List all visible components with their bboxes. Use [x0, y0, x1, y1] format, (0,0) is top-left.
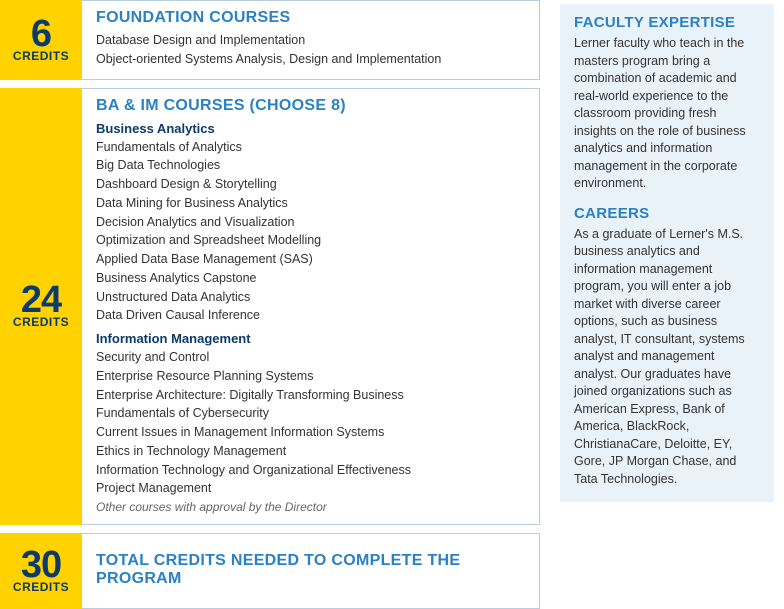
sidebar-column: FACULTY EXPERTISE Lerner faculty who tea… — [560, 0, 774, 609]
careers-title: CAREERS — [574, 205, 760, 222]
faculty-expertise-title: FACULTY EXPERTISE — [574, 14, 760, 31]
im-subhead: Information Management — [96, 331, 525, 346]
choose-content: BA & IM COURSES (CHOOSE 8) Business Anal… — [82, 88, 540, 526]
total-credits-number: 30 — [21, 548, 61, 582]
course-line: Dashboard Design & Storytelling — [96, 175, 525, 194]
foundation-content: FOUNDATION COURSES Database Design and I… — [82, 0, 540, 80]
credits-label: CREDITS — [13, 49, 69, 63]
course-line: Security and Control — [96, 348, 525, 367]
course-line: Decision Analytics and Visualization — [96, 213, 525, 232]
course-line: Enterprise Resource Planning Systems — [96, 367, 525, 386]
course-line: Fundamentals of Cybersecurity — [96, 404, 525, 423]
foundation-title: FOUNDATION COURSES — [96, 9, 525, 27]
total-block: 30 CREDITS TOTAL CREDITS NEEDED TO COMPL… — [0, 533, 540, 609]
curriculum-column: 6 CREDITS FOUNDATION COURSES Database De… — [0, 0, 540, 609]
choose-credits-number: 24 — [21, 283, 61, 317]
course-line: Optimization and Spreadsheet Modelling — [96, 231, 525, 250]
course-line: Project Management — [96, 479, 525, 498]
choose-title: BA & IM COURSES (CHOOSE 8) — [96, 97, 525, 115]
credits-label: CREDITS — [13, 315, 69, 329]
course-line: Current Issues in Management Information… — [96, 423, 525, 442]
faculty-expertise-text: Lerner faculty who teach in the masters … — [574, 35, 760, 193]
course-line: Object-oriented Systems Analysis, Design… — [96, 50, 525, 69]
page: 6 CREDITS FOUNDATION COURSES Database De… — [0, 0, 784, 609]
course-line: Big Data Technologies — [96, 156, 525, 175]
course-line: Business Analytics Capstone — [96, 269, 525, 288]
course-line: Data Mining for Business Analytics — [96, 194, 525, 213]
foundation-credits-box: 6 CREDITS — [0, 0, 82, 80]
course-line: Enterprise Architecture: Digitally Trans… — [96, 386, 525, 405]
careers-text: As a graduate of Lerner's M.S. business … — [574, 226, 760, 489]
total-content: TOTAL CREDITS NEEDED TO COMPLETE THE PRO… — [82, 533, 540, 609]
choose-block: 24 CREDITS BA & IM COURSES (CHOOSE 8) Bu… — [0, 88, 540, 526]
course-line: Information Technology and Organizationa… — [96, 461, 525, 480]
foundation-credits-number: 6 — [31, 17, 51, 51]
course-line: Applied Data Base Management (SAS) — [96, 250, 525, 269]
ba-subhead: Business Analytics — [96, 121, 525, 136]
credits-label: CREDITS — [13, 580, 69, 594]
course-line: Data Driven Causal Inference — [96, 306, 525, 325]
total-credits-box: 30 CREDITS — [0, 533, 82, 609]
course-line: Database Design and Implementation — [96, 31, 525, 50]
foundation-block: 6 CREDITS FOUNDATION COURSES Database De… — [0, 0, 540, 80]
sidebar-panel: FACULTY EXPERTISE Lerner faculty who tea… — [560, 4, 774, 502]
choose-note: Other courses with approval by the Direc… — [96, 500, 525, 514]
choose-credits-box: 24 CREDITS — [0, 88, 82, 526]
course-line: Fundamentals of Analytics — [96, 138, 525, 157]
total-title: TOTAL CREDITS NEEDED TO COMPLETE THE PRO… — [96, 542, 525, 598]
course-line: Ethics in Technology Management — [96, 442, 525, 461]
course-line: Unstructured Data Analytics — [96, 288, 525, 307]
